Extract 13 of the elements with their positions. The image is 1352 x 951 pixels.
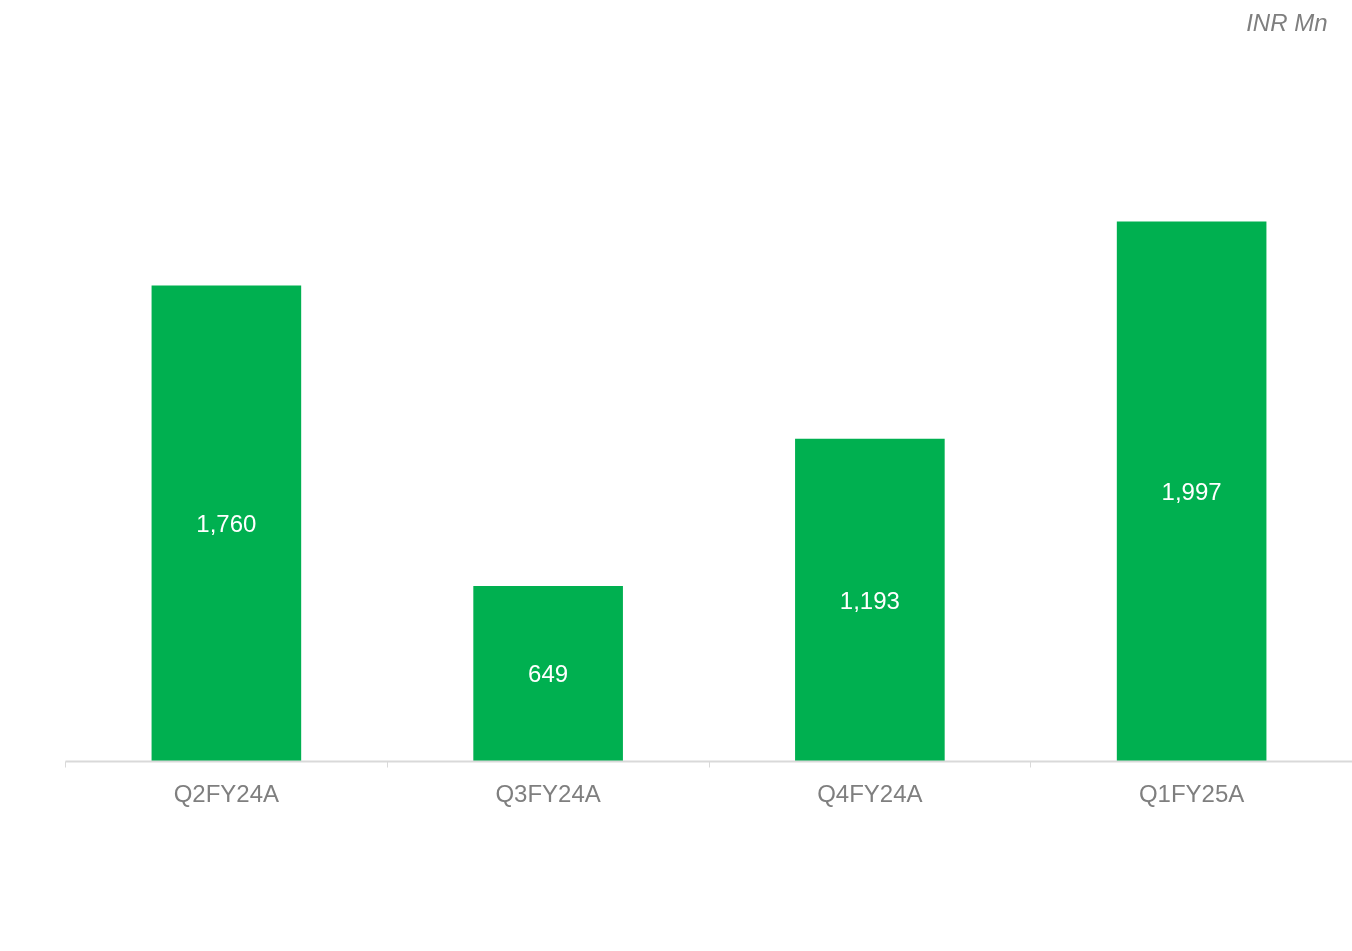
data-label: 649 [528, 660, 569, 688]
bar [1116, 221, 1267, 762]
data-label: 1,193 [839, 586, 900, 614]
x-tick-label: Q1FY25A [1138, 779, 1245, 807]
bar [151, 285, 302, 762]
data-label: 1,760 [196, 510, 257, 538]
text: INR Mn [1246, 8, 1328, 36]
bar [795, 438, 945, 762]
x-tick-label: Q4FY24A [817, 779, 923, 807]
x-tick-label: Q2FY24A [173, 779, 280, 807]
x-tick-label: Q3FY24A [495, 779, 601, 807]
data-label: 1,997 [1161, 477, 1222, 505]
bar [473, 585, 623, 762]
